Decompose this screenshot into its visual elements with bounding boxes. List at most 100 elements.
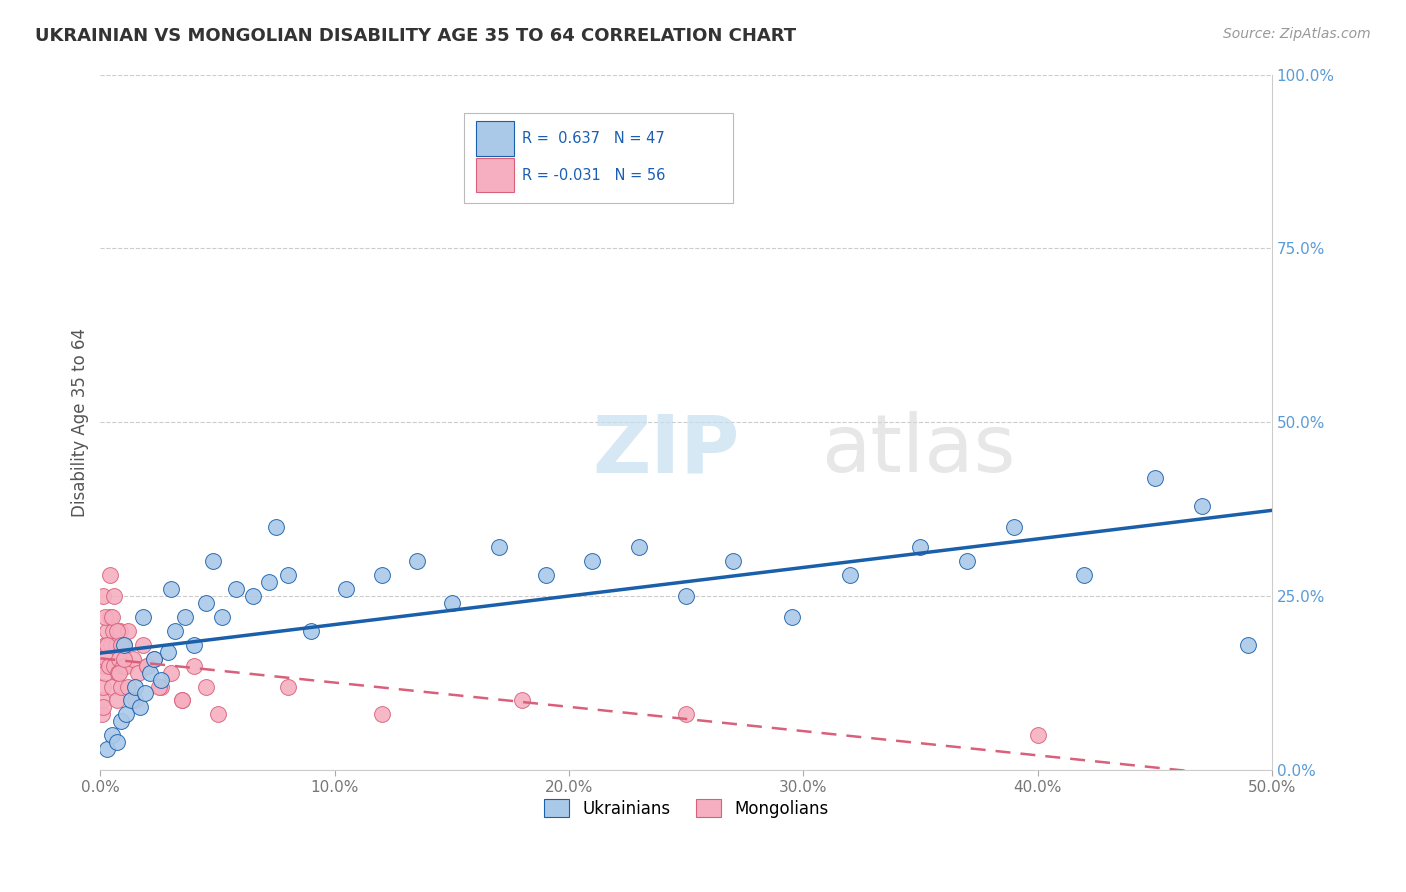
Point bbox=[103, 658, 125, 673]
Legend: Ukrainians, Mongolians: Ukrainians, Mongolians bbox=[537, 793, 835, 824]
Point bbox=[129, 700, 152, 714]
Point bbox=[839, 568, 862, 582]
Point bbox=[91, 693, 114, 707]
Point bbox=[299, 624, 322, 638]
FancyBboxPatch shape bbox=[477, 158, 515, 193]
Point bbox=[148, 680, 170, 694]
Point bbox=[131, 610, 153, 624]
Point bbox=[103, 589, 125, 603]
Point bbox=[93, 658, 115, 673]
FancyBboxPatch shape bbox=[477, 121, 515, 155]
Point bbox=[100, 638, 122, 652]
Point bbox=[112, 638, 135, 652]
Point bbox=[157, 645, 180, 659]
Point bbox=[124, 680, 146, 694]
Point bbox=[1026, 728, 1049, 742]
Point bbox=[1143, 471, 1166, 485]
Point bbox=[225, 582, 247, 597]
Point bbox=[675, 707, 697, 722]
Point bbox=[159, 582, 181, 597]
Point bbox=[1002, 519, 1025, 533]
Point bbox=[131, 638, 153, 652]
Point bbox=[91, 589, 114, 603]
Point bbox=[721, 554, 744, 568]
Point bbox=[107, 665, 129, 680]
Text: UKRAINIAN VS MONGOLIAN DISABILITY AGE 35 TO 64 CORRELATION CHART: UKRAINIAN VS MONGOLIAN DISABILITY AGE 35… bbox=[35, 27, 796, 45]
Point bbox=[143, 651, 166, 665]
Point bbox=[335, 582, 357, 597]
Point bbox=[370, 707, 392, 722]
Point bbox=[108, 651, 131, 665]
Point bbox=[150, 673, 173, 687]
Point bbox=[98, 568, 121, 582]
Point bbox=[242, 589, 264, 603]
Point bbox=[117, 680, 139, 694]
Point bbox=[90, 707, 112, 722]
Point bbox=[534, 568, 557, 582]
Point bbox=[117, 624, 139, 638]
Point bbox=[127, 665, 149, 680]
Point bbox=[134, 686, 156, 700]
Point bbox=[173, 610, 195, 624]
Point bbox=[94, 610, 117, 624]
Point bbox=[101, 728, 124, 742]
Point bbox=[405, 554, 427, 568]
Point bbox=[112, 651, 135, 665]
Point bbox=[183, 638, 205, 652]
Point bbox=[93, 638, 115, 652]
Point bbox=[110, 680, 132, 694]
Point bbox=[96, 742, 118, 756]
Point bbox=[104, 638, 127, 652]
Point bbox=[91, 700, 114, 714]
Point bbox=[1237, 638, 1260, 652]
Point bbox=[112, 638, 135, 652]
Point bbox=[115, 707, 138, 722]
Point bbox=[207, 707, 229, 722]
Point bbox=[138, 665, 160, 680]
Point bbox=[488, 541, 510, 555]
Point bbox=[264, 519, 287, 533]
Point bbox=[101, 680, 124, 694]
Point bbox=[98, 610, 121, 624]
Point bbox=[780, 610, 803, 624]
Text: atlas: atlas bbox=[821, 411, 1015, 489]
Point bbox=[370, 568, 392, 582]
Point bbox=[1191, 499, 1213, 513]
Point bbox=[201, 554, 224, 568]
Text: R =  0.637   N = 47: R = 0.637 N = 47 bbox=[522, 131, 665, 146]
Point bbox=[183, 658, 205, 673]
Point bbox=[510, 693, 533, 707]
Point bbox=[120, 693, 142, 707]
Point bbox=[97, 658, 120, 673]
Point bbox=[440, 596, 463, 610]
Point bbox=[194, 596, 217, 610]
Point bbox=[143, 651, 166, 665]
Point bbox=[194, 680, 217, 694]
Y-axis label: Disability Age 35 to 64: Disability Age 35 to 64 bbox=[72, 327, 89, 516]
Point bbox=[165, 624, 187, 638]
Point bbox=[96, 638, 118, 652]
Point bbox=[105, 624, 128, 638]
Point bbox=[105, 693, 128, 707]
Point bbox=[110, 624, 132, 638]
Point bbox=[136, 658, 159, 673]
Point bbox=[628, 541, 651, 555]
Point bbox=[105, 735, 128, 749]
Point bbox=[956, 554, 979, 568]
Point bbox=[110, 714, 132, 729]
Text: ZIP: ZIP bbox=[592, 411, 740, 489]
Point bbox=[96, 651, 118, 665]
Point bbox=[124, 693, 146, 707]
Point bbox=[110, 638, 132, 652]
Point bbox=[257, 575, 280, 590]
Point bbox=[675, 589, 697, 603]
Point bbox=[172, 693, 194, 707]
FancyBboxPatch shape bbox=[464, 112, 733, 203]
Point bbox=[211, 610, 233, 624]
Text: Source: ZipAtlas.com: Source: ZipAtlas.com bbox=[1223, 27, 1371, 41]
Point bbox=[910, 541, 932, 555]
Point bbox=[1073, 568, 1095, 582]
Point bbox=[136, 658, 159, 673]
Point bbox=[159, 665, 181, 680]
Point bbox=[277, 568, 299, 582]
